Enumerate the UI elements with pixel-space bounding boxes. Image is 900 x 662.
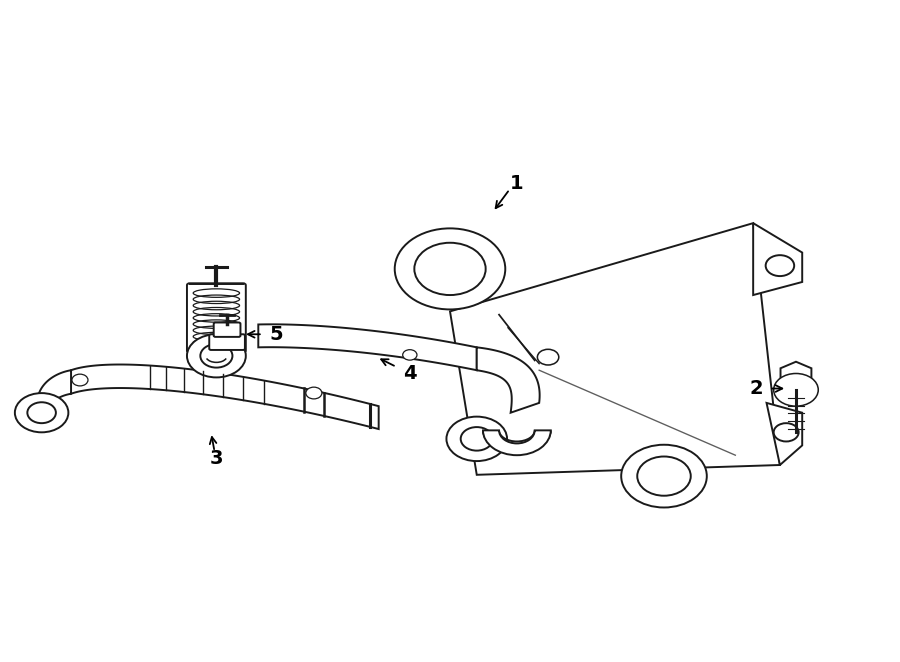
Circle shape — [201, 344, 232, 367]
Circle shape — [395, 228, 505, 309]
Polygon shape — [450, 223, 780, 475]
Polygon shape — [258, 324, 477, 370]
Circle shape — [774, 373, 818, 406]
Circle shape — [15, 393, 68, 432]
Circle shape — [766, 255, 794, 276]
Circle shape — [72, 374, 88, 386]
Circle shape — [537, 350, 559, 365]
Text: 4: 4 — [403, 364, 417, 383]
Circle shape — [402, 350, 417, 360]
Circle shape — [621, 445, 707, 508]
Circle shape — [774, 423, 798, 442]
Circle shape — [446, 416, 507, 461]
Circle shape — [187, 334, 246, 377]
Polygon shape — [767, 403, 802, 465]
Text: 3: 3 — [210, 449, 223, 468]
FancyBboxPatch shape — [210, 334, 245, 350]
Text: 1: 1 — [510, 174, 524, 193]
Circle shape — [27, 402, 56, 423]
Circle shape — [414, 243, 486, 295]
Text: 5: 5 — [269, 325, 283, 344]
Circle shape — [637, 457, 691, 496]
Circle shape — [461, 427, 493, 451]
Circle shape — [306, 387, 322, 399]
FancyBboxPatch shape — [213, 322, 240, 337]
Polygon shape — [38, 370, 71, 419]
FancyBboxPatch shape — [187, 283, 246, 353]
Polygon shape — [71, 365, 379, 429]
Polygon shape — [477, 348, 540, 412]
Wedge shape — [483, 430, 551, 455]
Polygon shape — [753, 223, 802, 295]
Text: 2: 2 — [750, 379, 763, 398]
